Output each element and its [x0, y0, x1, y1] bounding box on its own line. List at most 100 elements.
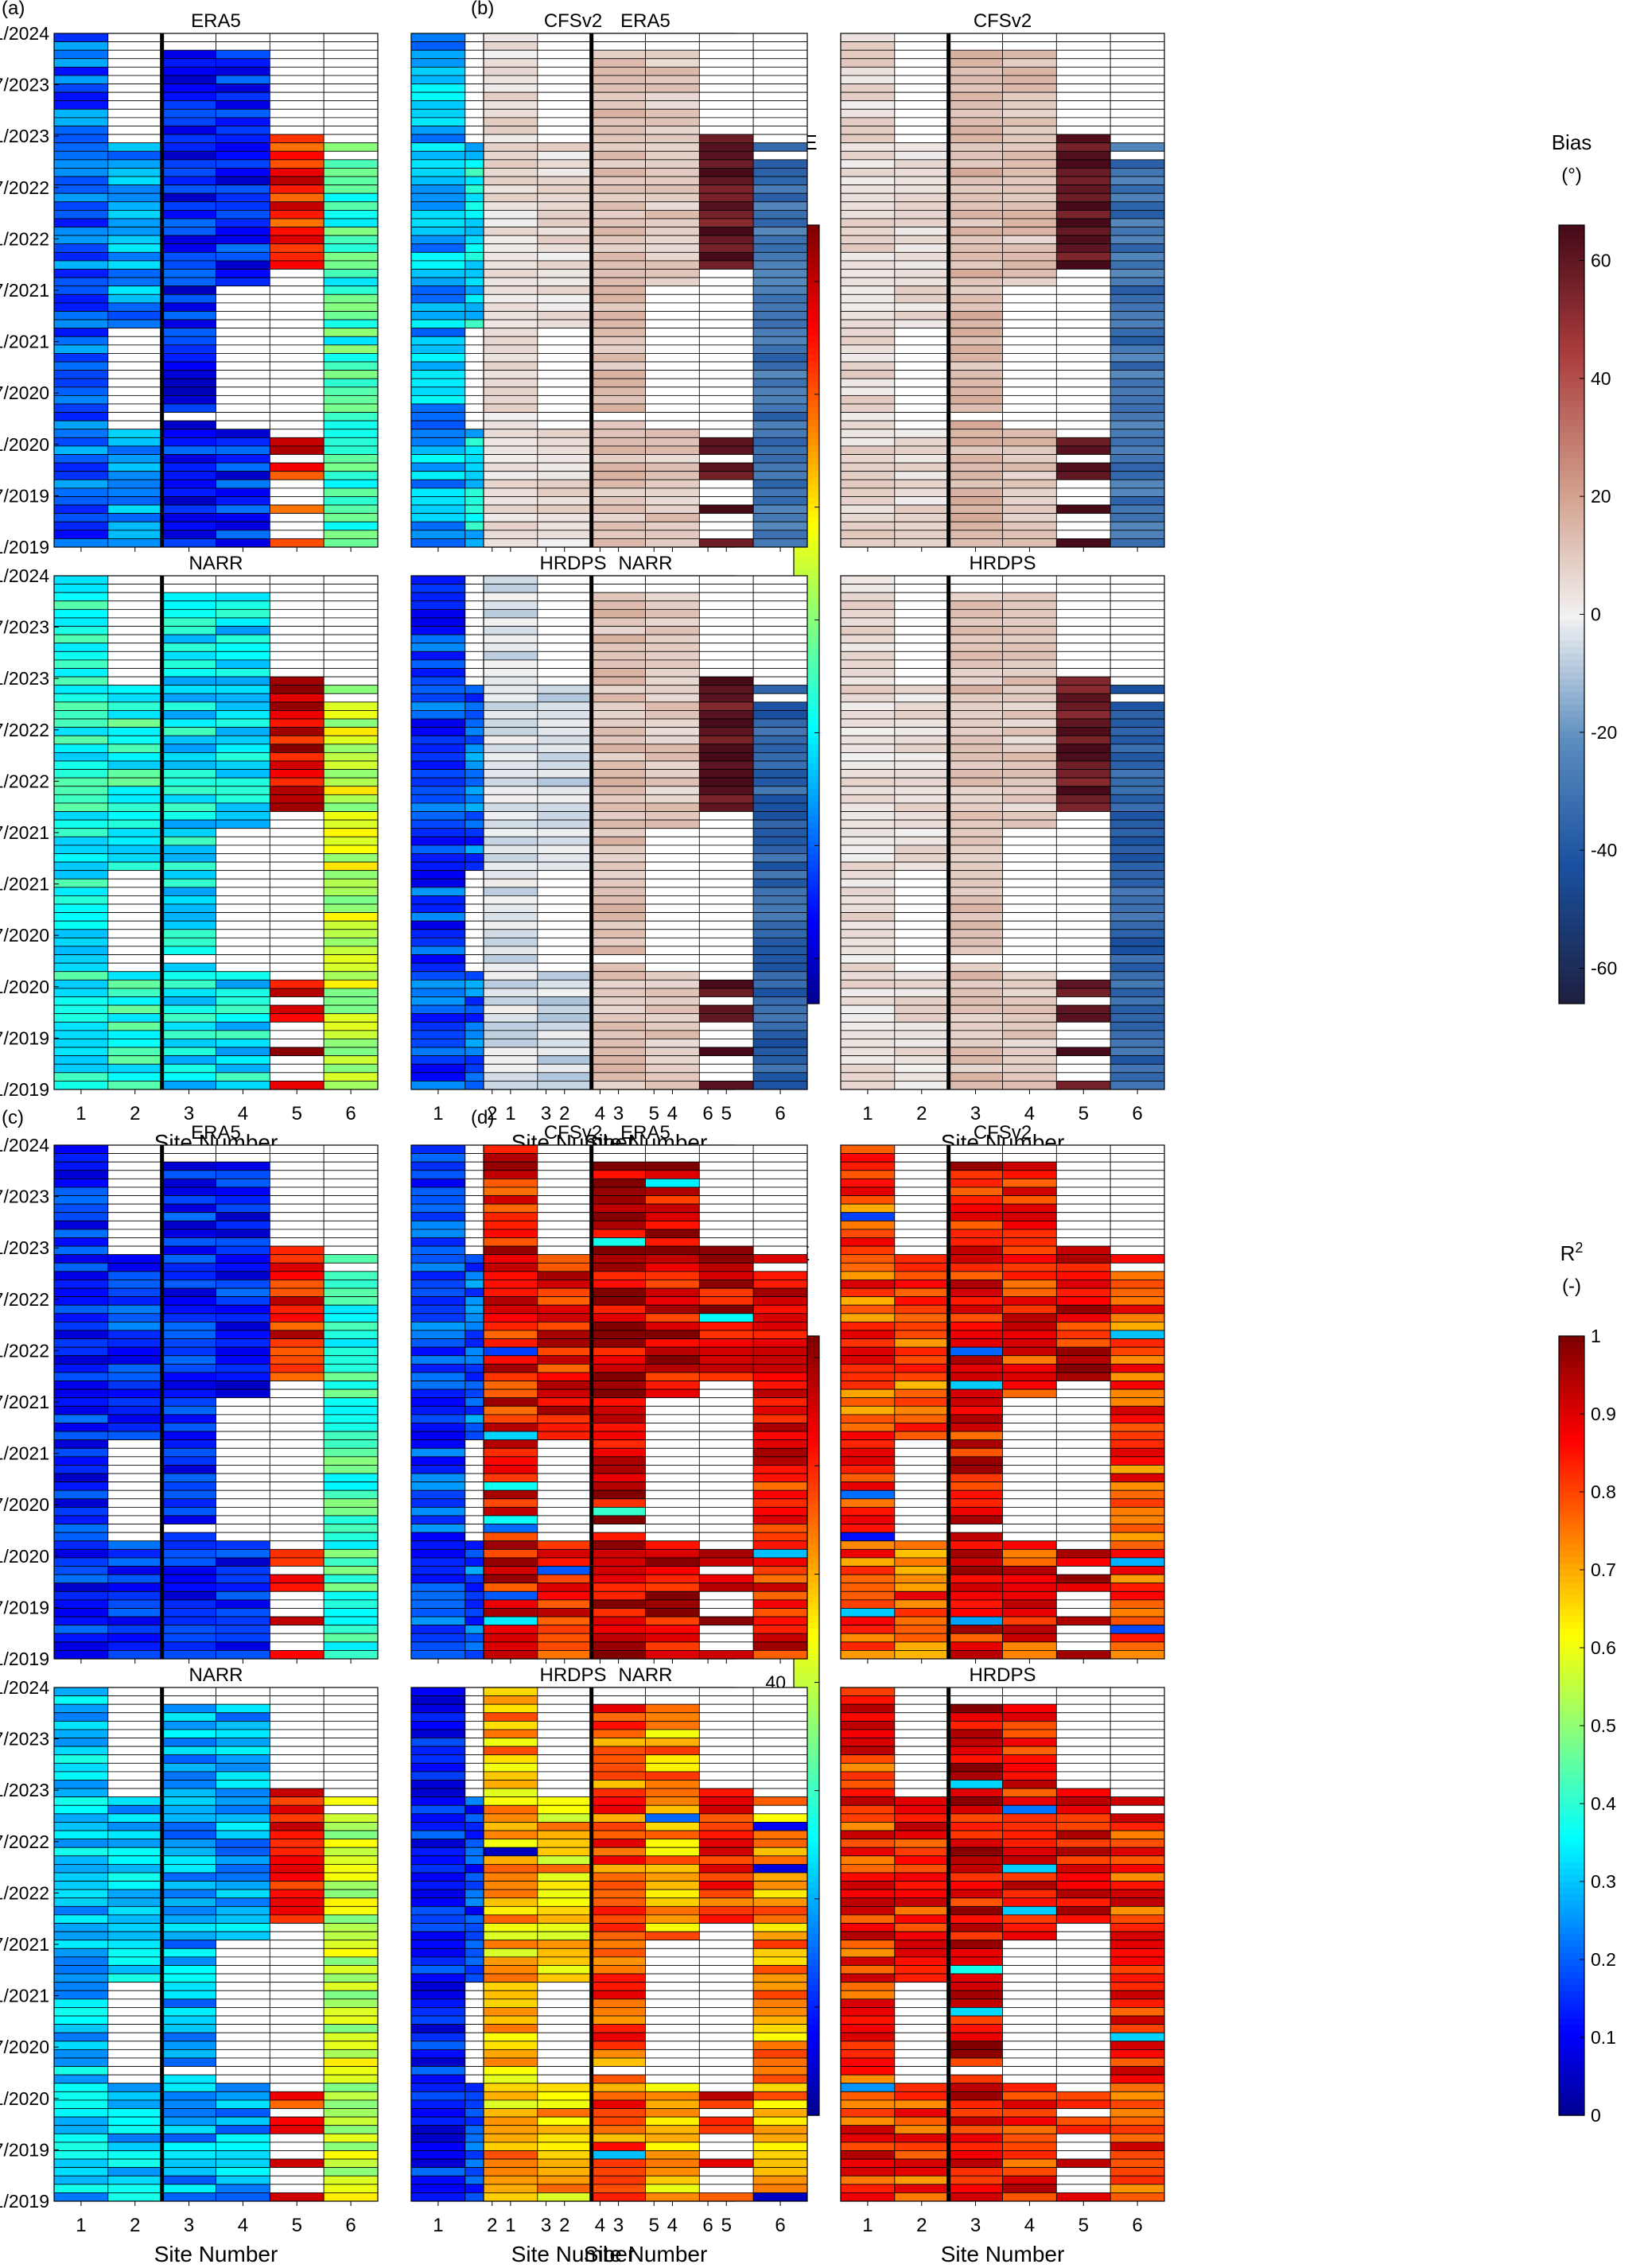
heatmap-cell [537, 370, 593, 379]
heatmap-cell [323, 2167, 379, 2177]
heatmap-cell [161, 735, 216, 745]
heatmap-cell [483, 227, 538, 236]
heatmap-cell [53, 1540, 109, 1550]
heatmap-cell [161, 1397, 216, 1407]
heatmap-cell [537, 584, 593, 593]
heatmap-cell [1110, 744, 1165, 753]
y-tick-label: 07/2020 [0, 2037, 49, 2057]
heatmap-cell [410, 1990, 466, 2000]
heatmap-cell [53, 1548, 109, 1559]
heatmap-cell [269, 962, 325, 973]
heatmap-cell [537, 727, 593, 736]
heatmap-cell [269, 1178, 325, 1188]
heatmap-cell [948, 420, 1003, 430]
colorbar-title: Bias [1552, 130, 1592, 154]
heatmap-cell [161, 1923, 216, 1932]
heatmap-cell [107, 1039, 163, 1048]
heatmap-cell [161, 650, 216, 661]
heatmap-cell [161, 336, 216, 346]
heatmap-cell [323, 836, 379, 846]
heatmap-cell [161, 2184, 216, 2193]
heatmap-cell [894, 1055, 950, 1065]
heatmap-cell [216, 2158, 270, 2169]
heatmap-cell [107, 1489, 163, 1500]
heatmap-cell [53, 811, 109, 821]
heatmap-cell [483, 487, 538, 497]
heatmap-cell [1110, 735, 1165, 745]
heatmap-cell [591, 878, 646, 888]
heatmap-cell [216, 1982, 270, 1991]
heatmap-cell [269, 159, 325, 169]
heatmap-cell [323, 521, 379, 531]
heatmap-cell [1055, 328, 1111, 337]
heatmap-cell [161, 685, 216, 694]
heatmap-cell [107, 150, 163, 161]
heatmap-cell [410, 769, 466, 779]
heatmap-cell [1002, 676, 1057, 686]
heatmap-cell [410, 584, 466, 593]
heatmap-cell [410, 1021, 466, 1031]
heatmap-cell [1055, 929, 1111, 938]
heatmap-cell [216, 394, 270, 405]
y-tick-label: 01/2023 [0, 126, 49, 146]
heatmap-cell [948, 538, 1003, 548]
x-tick-label: 1 [76, 1103, 86, 1124]
heatmap-cell [410, 1729, 466, 1738]
heatmap-cell [1055, 134, 1111, 144]
heatmap-cell [410, 1262, 466, 1272]
heatmap-cell [840, 462, 896, 472]
heatmap-cell [840, 794, 896, 804]
heatmap-cell [752, 117, 808, 126]
heatmap-cell [161, 386, 216, 396]
heatmap-cell [323, 811, 379, 821]
heatmap-cell [107, 302, 163, 312]
heatmap-cell [107, 1948, 163, 1958]
heatmap-cell [1055, 168, 1111, 177]
heatmap-cell [537, 235, 593, 245]
heatmap-cell [216, 1030, 270, 1039]
heatmap-cell [410, 1524, 466, 1533]
heatmap-cell [53, 1397, 109, 1407]
heatmap-cell [698, 487, 754, 497]
heatmap-cell [948, 693, 1003, 703]
heatmap-cell [107, 1608, 163, 1618]
heatmap-cell [269, 33, 325, 42]
heatmap-cell [537, 311, 593, 320]
heatmap-cell [410, 134, 466, 144]
heatmap-cell [698, 504, 754, 515]
heatmap-cell [161, 1220, 216, 1230]
heatmap-cell [1002, 920, 1057, 930]
heatmap-cell [948, 218, 1003, 227]
heatmap-cell [53, 996, 109, 1006]
heatmap-cell [269, 1687, 325, 1696]
heatmap-cell [269, 2057, 325, 2067]
heatmap-cell [537, 685, 593, 694]
heatmap-cell [410, 1170, 466, 1179]
heatmap-cell [537, 853, 593, 863]
heatmap-cell [894, 988, 950, 997]
colorbar-segment [1559, 413, 1584, 421]
heatmap-cell [645, 201, 700, 211]
heatmap-cell [698, 454, 754, 464]
heatmap-cell [840, 971, 896, 981]
heatmap-cell [645, 33, 700, 42]
heatmap-cell [1110, 937, 1165, 947]
heatmap-cell [1002, 344, 1057, 354]
heatmap-cell [698, 429, 754, 438]
heatmap-cell [161, 1081, 216, 1090]
heatmap-cell [216, 117, 270, 126]
heatmap-cell [410, 75, 466, 84]
heatmap-cell [1110, 608, 1165, 619]
heatmap-cell [840, 134, 896, 144]
heatmap-cell [323, 1405, 379, 1416]
heatmap-cell [107, 853, 163, 863]
heatmap-cell [216, 75, 270, 84]
heatmap-cell [53, 462, 109, 472]
heatmap-cell [948, 744, 1003, 753]
heatmap-cell [216, 845, 270, 854]
heatmap-cell [53, 979, 109, 989]
heatmap-cell [161, 1195, 216, 1205]
heatmap-cell [1055, 895, 1111, 905]
heatmap-cell [1110, 701, 1165, 711]
heatmap-cell [537, 676, 593, 686]
